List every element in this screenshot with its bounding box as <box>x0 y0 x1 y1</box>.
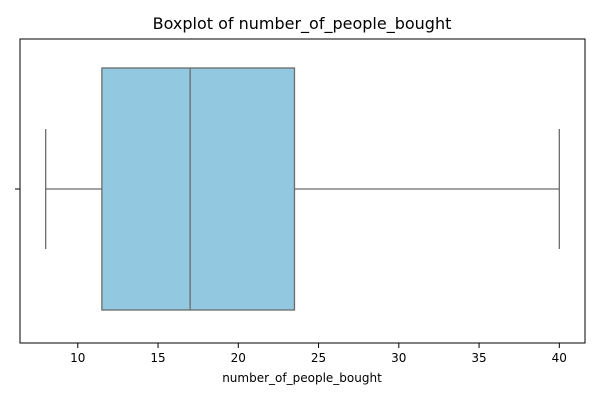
x-tick-label: 40 <box>552 351 567 365</box>
x-tick-label: 25 <box>311 351 326 365</box>
x-tick-label: 20 <box>231 351 246 365</box>
x-axis-ticks: 10 15 20 25 30 35 40 <box>70 343 567 365</box>
x-tick-label: 15 <box>150 351 165 365</box>
plot-area: 10 15 20 25 30 35 40 <box>15 38 586 365</box>
iqr-box <box>101 67 296 311</box>
x-tick-label: 10 <box>70 351 85 365</box>
x-tick-label: 30 <box>391 351 406 365</box>
box-group <box>45 67 560 311</box>
chart-title: Boxplot of number_of_people_bought <box>153 14 452 34</box>
x-axis-label: number_of_people_bought <box>222 371 382 385</box>
plot-frame <box>19 38 586 344</box>
x-tick-label: 35 <box>471 351 486 365</box>
